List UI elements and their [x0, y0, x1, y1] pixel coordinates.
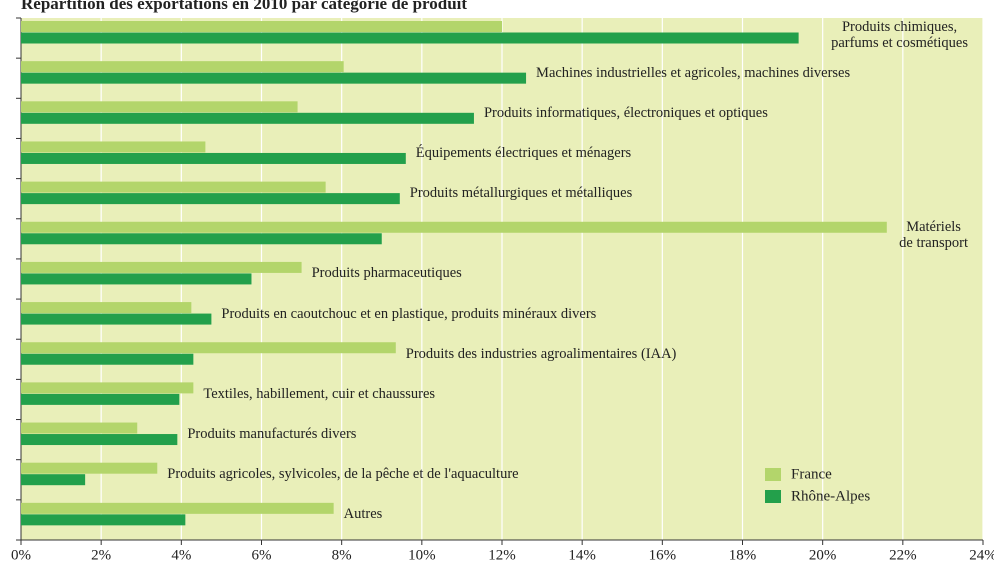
- category-label: Matériels de transport: [899, 219, 968, 252]
- bar: [21, 261, 302, 273]
- bar: [21, 21, 502, 32]
- x-tick-label: 20%: [809, 547, 837, 563]
- legend-label: France: [791, 466, 832, 482]
- bar: [21, 422, 138, 434]
- bar: [21, 61, 344, 73]
- x-tick-label: 22%: [889, 547, 917, 563]
- bar: [21, 32, 799, 44]
- bar: [21, 101, 298, 113]
- x-tick-label: 18%: [729, 547, 757, 563]
- bar: [21, 393, 180, 405]
- x-tick-label: 16%: [649, 547, 677, 563]
- bar: [21, 221, 887, 233]
- bar: [21, 302, 192, 314]
- chart-title: Répartition des exportations en 2010 par…: [21, 0, 467, 13]
- x-tick-label: 8%: [332, 547, 352, 563]
- bar: [21, 474, 86, 486]
- category-label: Machines industrielles et agricoles, mac…: [536, 64, 851, 81]
- bar: [21, 72, 527, 84]
- bar: [21, 141, 206, 153]
- category-label: Produits manufacturés divers: [187, 426, 357, 443]
- x-tick-label: 10%: [408, 547, 436, 563]
- bar: [21, 313, 212, 325]
- category-label: Produits agricoles, sylvicoles, de la pê…: [167, 466, 519, 483]
- category-label: Équipements électriques et ménagers: [415, 144, 632, 161]
- bar: [21, 193, 400, 205]
- bar: [21, 181, 326, 193]
- bar: [21, 353, 194, 365]
- category-label: Produits en caoutchouc et en plastique, …: [221, 305, 597, 322]
- bar: [21, 434, 178, 446]
- bar: [21, 342, 396, 354]
- x-tick-label: 6%: [252, 547, 272, 563]
- x-tick-label: 14%: [568, 547, 596, 563]
- legend-label: Rhône-Alpes: [791, 488, 870, 504]
- x-tick-label: 12%: [488, 547, 516, 563]
- category-label: Produits informatiques, électroniques et…: [483, 104, 768, 121]
- bar: [21, 233, 382, 245]
- x-tick-label: 24%: [969, 547, 994, 563]
- category-label: Autres: [343, 506, 383, 523]
- bar: [21, 514, 186, 526]
- legend-swatch: [765, 468, 781, 481]
- category-label: Produits des industries agroalimentaires…: [405, 345, 677, 362]
- bar: [21, 462, 158, 474]
- category-label: Produits pharmaceutiques: [311, 265, 462, 282]
- x-tick-label: 4%: [171, 547, 191, 563]
- x-tick-label: 2%: [91, 547, 111, 563]
- category-label: Textiles, habillement, cuir et chaussure…: [203, 385, 436, 402]
- bar: [21, 502, 334, 514]
- bar: [21, 382, 194, 394]
- bar: [21, 152, 406, 164]
- category-label: Produits chimiques, parfums et cosmétiqu…: [831, 18, 968, 51]
- category-label: Produits métallurgiques et métalliques: [409, 185, 633, 202]
- bar: [21, 273, 252, 285]
- bar: [21, 112, 474, 124]
- legend-swatch: [765, 490, 781, 503]
- x-tick-label: 0%: [11, 547, 31, 563]
